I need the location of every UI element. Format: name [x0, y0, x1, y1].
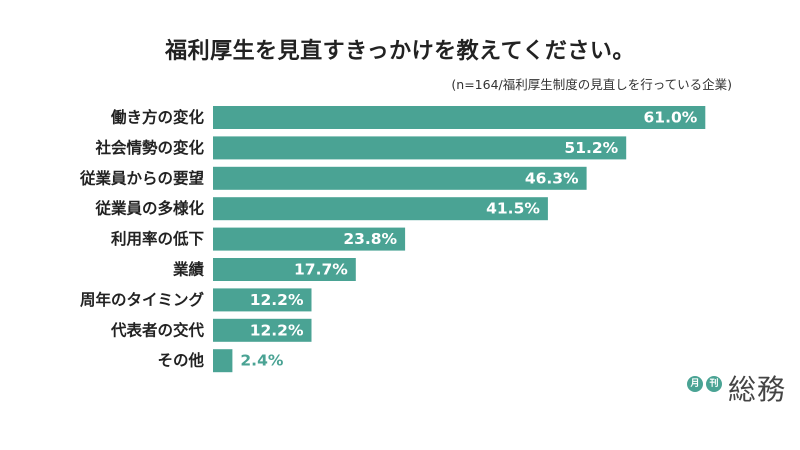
- bar: [213, 136, 627, 160]
- publisher-logo: 月 刊 総務: [687, 372, 787, 412]
- category-label: 従業員からの要望: [79, 168, 204, 187]
- bar: [213, 166, 587, 190]
- bar: [213, 349, 233, 373]
- value-label: 23.8%: [343, 230, 397, 248]
- value-label: 41.5%: [486, 200, 540, 218]
- value-label: 51.2%: [564, 139, 618, 157]
- category-label: 利用率の低下: [111, 229, 204, 248]
- logo-badge-month: 月: [687, 376, 703, 392]
- value-label: 2.4%: [240, 352, 283, 370]
- category-label: 社会情勢の変化: [94, 138, 204, 157]
- category-label: 従業員の多様化: [94, 199, 204, 218]
- value-label: 12.2%: [250, 321, 304, 339]
- chart-title: 福利厚生を見直すきっかけを教えてください。: [165, 39, 635, 64]
- bar: [213, 106, 706, 129]
- logo-wordmark: 総務: [728, 373, 787, 406]
- category-label: 周年のタイミング: [80, 290, 205, 309]
- bar: [213, 318, 312, 342]
- value-label: 46.3%: [525, 169, 579, 187]
- category-label: その他: [157, 351, 204, 370]
- category-label: 働き方の変化: [110, 108, 205, 127]
- bar: [213, 288, 312, 312]
- bar: [213, 258, 356, 281]
- category-label: 業績: [172, 260, 205, 279]
- category-label: 代表者の交代: [110, 320, 205, 339]
- chart-sample-note: (n=164/福利厚生制度の見直しを行っている企業): [451, 77, 732, 92]
- value-label: 17.7%: [294, 261, 348, 279]
- bar: [213, 197, 548, 221]
- value-label: 61.0%: [644, 109, 698, 127]
- bar: [213, 227, 406, 251]
- value-label: 12.2%: [250, 291, 304, 309]
- logo-badge-issue: 刊: [706, 376, 722, 392]
